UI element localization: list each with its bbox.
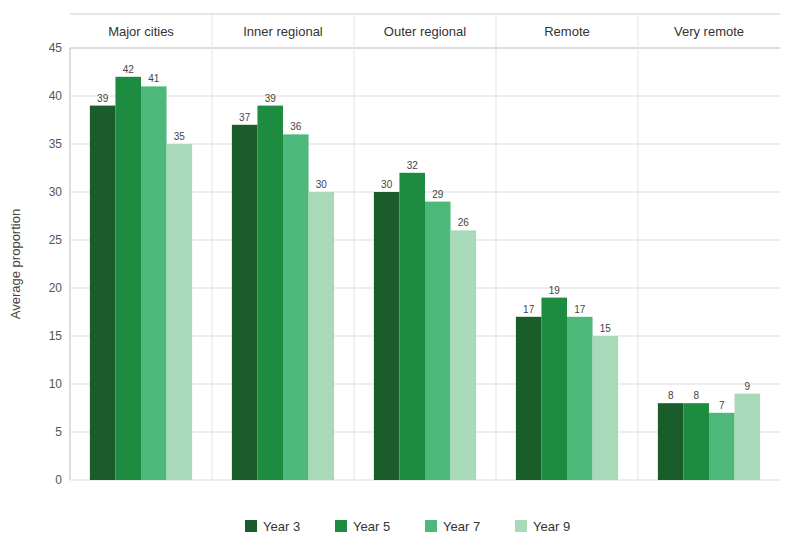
legend-label: Year 9: [533, 519, 570, 534]
axis-title: Average proportion: [8, 209, 23, 319]
bar: [257, 106, 283, 480]
data-label: 36: [290, 121, 302, 132]
data-label: 39: [265, 93, 277, 104]
legend-label: Year 7: [443, 519, 480, 534]
bar: [399, 173, 425, 480]
bar: [593, 336, 619, 480]
category-label: Remote: [544, 24, 590, 39]
tick-label: 5: [55, 425, 62, 439]
grid-line: [70, 48, 780, 49]
group-divider: [354, 14, 355, 480]
bar: [735, 394, 761, 480]
category-label: Outer regional: [384, 24, 466, 39]
bar: [516, 317, 542, 480]
bar: [374, 192, 400, 480]
bar: [283, 134, 309, 480]
data-label: 29: [432, 189, 444, 200]
tick-label: 0: [55, 473, 62, 487]
data-label: 30: [316, 179, 328, 190]
legend-swatch: [245, 520, 257, 532]
tick-label: 30: [49, 185, 63, 199]
tick-label: 15: [49, 329, 63, 343]
data-label: 41: [148, 73, 160, 84]
group-divider: [212, 14, 213, 480]
data-label: 32: [407, 160, 419, 171]
bar: [658, 403, 684, 480]
data-label: 30: [381, 179, 393, 190]
group-divider: [496, 14, 497, 480]
data-label: 39: [97, 93, 109, 104]
category-label: Very remote: [674, 24, 744, 39]
data-label: 26: [458, 217, 470, 228]
bar: [425, 202, 451, 480]
data-label: 17: [574, 304, 586, 315]
data-label: 35: [174, 131, 186, 142]
data-labels: 39 37 30 17 8 42 39 32 19 8 41 36 29 17 7 35 30 26 15 9: [97, 64, 750, 411]
legend-label: Year 3: [263, 519, 300, 534]
data-label: 8: [693, 390, 699, 401]
bar: [141, 86, 167, 480]
bar: [541, 298, 567, 480]
data-label: 19: [549, 285, 561, 296]
grid-line: [70, 96, 780, 97]
data-label: 9: [745, 381, 751, 392]
data-label: 37: [239, 112, 251, 123]
legend-swatch: [515, 520, 527, 532]
legend-swatch: [335, 520, 347, 532]
tick-label: 10: [49, 377, 63, 391]
y-axis: 0 5 10 15 20 25 30 35 40 45: [49, 41, 780, 487]
data-label: 15: [600, 323, 612, 334]
data-label: 7: [719, 400, 725, 411]
bar: [90, 106, 116, 480]
band-line: [70, 48, 780, 49]
chart: 0 5 10 15 20 25 30 35 40 45 Average proportion Majo…: [0, 0, 800, 550]
category-label: Inner regional: [243, 24, 323, 39]
legend-label: Year 5: [353, 519, 390, 534]
bar: [309, 192, 335, 480]
bar: [232, 125, 258, 480]
bar: [167, 144, 193, 480]
axis-line: [70, 48, 71, 480]
tick-label: 45: [49, 41, 63, 55]
legend: Year 3 Year 5 Year 7 Year 9: [245, 519, 570, 534]
tick-label: 20: [49, 281, 63, 295]
bar: [451, 230, 477, 480]
tick-label: 25: [49, 233, 63, 247]
legend-swatch: [425, 520, 437, 532]
bar: [567, 317, 593, 480]
category-label: Major cities: [108, 24, 174, 39]
data-label: 8: [668, 390, 674, 401]
band-line: [70, 14, 780, 15]
tick-label: 40: [49, 89, 63, 103]
bar: [683, 403, 709, 480]
category-band: Major cities Inner regional Outer regional…: [70, 14, 780, 480]
bar: [115, 77, 141, 480]
tick-label: 35: [49, 137, 63, 151]
bar: [709, 413, 735, 480]
data-label: 17: [523, 304, 535, 315]
data-label: 42: [123, 64, 135, 75]
group-divider: [638, 14, 639, 480]
bars: [90, 77, 760, 480]
